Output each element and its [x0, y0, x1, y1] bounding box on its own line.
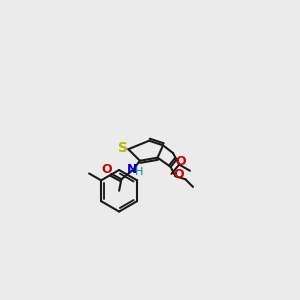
Text: O: O [176, 155, 186, 168]
Text: S: S [118, 141, 128, 155]
Text: H: H [135, 167, 143, 177]
Text: O: O [174, 168, 184, 181]
Text: O: O [101, 164, 112, 176]
Text: N: N [127, 163, 137, 176]
